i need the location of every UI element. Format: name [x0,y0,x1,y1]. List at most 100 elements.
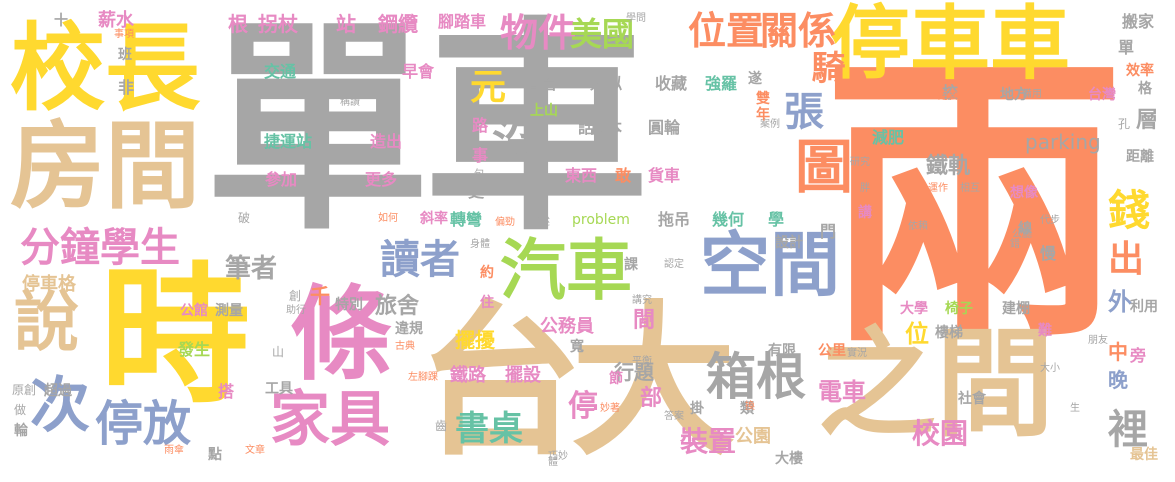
word: 東西 [565,166,598,185]
word: 大學 [900,301,928,317]
word: 電車 [818,378,866,406]
word: 條 [290,276,392,395]
word: 筆者 [225,254,278,284]
word: 鐵路 [450,365,486,386]
word: 十 [54,13,68,29]
word: 利用 [1130,299,1158,315]
word: 擺設 [505,365,541,386]
word: 裡 [1108,407,1148,453]
word: 停放 [95,396,192,452]
word: 巧妙 [548,451,568,462]
word: 腳踏車 [438,12,487,31]
word: 擺擾 [455,328,495,352]
word: 早會 [402,62,435,81]
word: 上山 [530,103,558,119]
word: 看管 [525,74,558,93]
word: 轉彎 [450,210,483,229]
word: 中 [1108,340,1128,364]
word: 強羅 [705,74,738,93]
word: 兩 [822,29,1127,384]
word: 古典 [395,341,415,352]
word: 分鐘學生 [20,225,180,271]
word: 平衡 [632,356,652,367]
word: 大小 [1040,363,1060,374]
word: 房間 [10,112,201,222]
word: 社會 [958,391,986,407]
word: 鋼纜 [378,12,418,36]
word: 類似 [590,74,623,93]
word: 路 [472,116,489,135]
word: 學問 [626,13,646,24]
word: 錯 [1010,239,1020,250]
word: 輪 [14,423,28,439]
word: 位置 [688,9,765,53]
word: 講究 [632,295,652,306]
word: 站 [336,12,356,36]
word: 效率 [1126,63,1154,79]
word: 美國 [570,15,635,53]
word: 停車車 [830,0,1070,90]
word: 薪水 [98,10,134,31]
word: 非 [118,78,135,97]
word: 單車 [205,0,649,261]
word: 地方 [1000,87,1028,103]
word: 妙著 [600,403,620,414]
word: 助行 [286,305,306,316]
word: 距離 [1126,149,1154,165]
word: 校園 [912,417,969,450]
word: 搭 [218,382,235,401]
word: 話 [578,118,595,137]
word: 描述 [530,217,550,228]
word: 公館 [180,303,208,319]
word: 出 [1108,239,1145,280]
word: 參加 [265,170,298,189]
word: 約 [480,265,494,281]
word: 單 [1118,38,1135,57]
word: 門 [820,222,837,241]
word: 圓輪 [648,118,681,137]
word: 停車格 [22,274,76,295]
word: 偏勁 [495,217,515,228]
word: 位 [905,320,929,348]
word: parking [1025,130,1101,154]
word: 最佳 [1130,447,1158,463]
word: 講 [858,205,872,221]
word: 書桌 [455,409,523,449]
word: 圖 [795,133,854,201]
word: 千 [310,284,330,308]
word: 校長 [10,14,201,124]
word: 違規 [395,321,423,337]
word: 台大 [418,286,736,478]
word: 元 [470,67,507,108]
word: 稱讚 [340,97,360,108]
word: 錢 [1108,186,1151,235]
word: 日本 [590,118,623,137]
word: 課 [624,257,638,273]
word: 校 [942,83,959,102]
word: 晚 [1108,368,1128,392]
word: 行題 [614,360,654,384]
word: 做 [14,403,27,417]
word: 說 [14,285,80,360]
word: 備用 [1022,89,1042,100]
word: 事 [472,146,489,165]
word: 幾何 [712,210,745,229]
word: 格 [1138,81,1152,97]
word: 慢 [1040,244,1057,263]
word: 間 [633,308,656,333]
word: 敢 [615,166,632,185]
word: 斜率 [420,211,448,227]
word: 台灣 [1088,87,1116,103]
word: 設計 [775,235,803,251]
word: 線 [1018,221,1032,237]
word: 公廳 [1012,229,1032,240]
word: 公里 [818,343,846,359]
word: 原創 [12,383,37,397]
word: 住 [480,295,494,311]
word: 外 [1108,288,1132,316]
word: 胖 [860,183,870,194]
word: 根 [228,12,248,36]
word: 時 [100,250,251,424]
word: 換 [745,401,755,412]
word: 汽車 [500,232,632,309]
